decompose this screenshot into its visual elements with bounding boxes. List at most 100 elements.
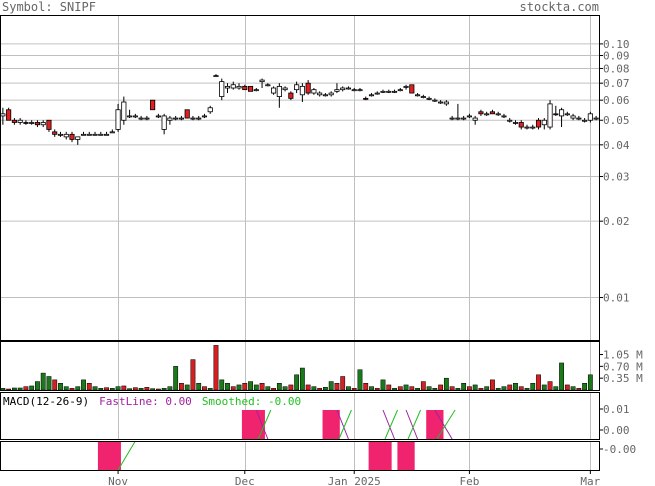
volume-bar xyxy=(29,385,35,391)
price-tick-label: 0.07 xyxy=(603,77,630,90)
candle-body xyxy=(178,117,184,120)
candle-body xyxy=(559,109,565,117)
price-candle xyxy=(443,100,449,106)
candle-body xyxy=(403,85,409,88)
candle-body xyxy=(317,92,323,96)
price-candle xyxy=(472,115,478,125)
candle-body xyxy=(23,122,29,124)
price-candle xyxy=(340,86,346,92)
candle-body xyxy=(484,113,490,116)
candle-body xyxy=(397,89,403,92)
candle-body xyxy=(213,75,219,77)
volume-bar xyxy=(236,384,242,391)
macd2-block xyxy=(368,441,392,470)
price-candle xyxy=(380,89,386,94)
volume-bar xyxy=(294,374,300,391)
volume-bar xyxy=(202,386,207,391)
price-candle xyxy=(386,89,392,94)
volume-bar xyxy=(495,388,501,391)
candle-body xyxy=(288,92,294,99)
volume-bar xyxy=(328,381,334,391)
candle-body xyxy=(340,87,346,91)
x-tick-label: Dec xyxy=(235,475,255,486)
candle-body xyxy=(219,81,225,97)
candle-body xyxy=(472,117,478,121)
volume-bar xyxy=(357,369,363,391)
price-candle xyxy=(92,131,98,136)
candle-body xyxy=(247,85,254,92)
candle-body xyxy=(11,119,17,123)
macd-tick-label: 0.01 xyxy=(603,403,630,416)
volume-bar xyxy=(127,388,133,391)
price-tick-label: 0.09 xyxy=(603,50,630,63)
candle-body xyxy=(92,133,98,136)
candle-body xyxy=(150,99,156,111)
price-candle xyxy=(11,118,17,125)
candle-body xyxy=(86,133,92,136)
candle-body xyxy=(374,92,380,95)
macd-smoothed-line xyxy=(407,409,422,440)
price-tick-label: 0.06 xyxy=(603,94,630,107)
volume-bar xyxy=(392,388,397,391)
macd-indicator-label: MACD(12-26-9) xyxy=(3,395,89,408)
volume-tick-label: 0.70 M xyxy=(603,360,643,373)
price-candle xyxy=(155,113,161,119)
candle-body xyxy=(0,113,6,117)
macd-panel: 0.01 0.00 MACD(12-26-9) FastLine: 0.00 Smoot… xyxy=(3,395,630,440)
price-candle xyxy=(334,83,340,94)
volume-bar xyxy=(58,382,63,391)
candle-body xyxy=(582,119,588,122)
price-candle xyxy=(374,91,380,95)
macd2-smoothed-line xyxy=(117,440,136,471)
volume-bar xyxy=(225,382,230,391)
price-candle xyxy=(305,80,311,95)
price-candle xyxy=(98,131,104,136)
price-candle xyxy=(582,118,588,123)
macd2-block xyxy=(397,441,415,470)
candle-body xyxy=(432,99,438,102)
price-candle xyxy=(501,113,507,119)
price-candle xyxy=(276,83,282,108)
candle-body xyxy=(305,82,311,94)
volume-bar xyxy=(138,388,144,391)
candle-body xyxy=(161,115,167,130)
candle-body xyxy=(466,115,472,118)
price-tick-label: 0.08 xyxy=(603,62,630,75)
price-candle xyxy=(40,120,46,128)
price-candle xyxy=(259,78,265,89)
price-candle xyxy=(138,115,144,121)
price-candle xyxy=(69,131,75,143)
price-tick-label: 0.03 xyxy=(603,171,630,184)
price-candle xyxy=(397,88,403,92)
volume-bar xyxy=(351,388,357,391)
volume-bar xyxy=(524,388,530,391)
volume-bar xyxy=(109,388,115,391)
candle-body xyxy=(455,117,461,120)
candle-body xyxy=(75,136,81,140)
candle-body xyxy=(449,117,455,120)
volume-bar xyxy=(443,377,449,391)
candle-body xyxy=(576,117,582,120)
price-candle xyxy=(368,93,375,97)
volume-bar xyxy=(409,386,415,391)
macd-block xyxy=(322,410,340,439)
price-candle xyxy=(132,113,138,119)
candle-body xyxy=(420,96,426,98)
volume-bar xyxy=(536,374,541,391)
price-candle xyxy=(0,107,6,125)
volume-bar xyxy=(265,386,271,391)
volume-bar xyxy=(155,388,161,391)
candle-body xyxy=(530,126,536,129)
volume-bar xyxy=(380,379,386,391)
panel-frame xyxy=(0,392,600,440)
volume-bar xyxy=(466,386,472,391)
price-candle xyxy=(178,115,184,121)
macd-fastline-label: FastLine: 0.00 xyxy=(99,395,192,408)
price-candle xyxy=(311,88,317,95)
price-candle xyxy=(495,111,501,116)
price-candle xyxy=(345,86,352,90)
macd2-tick-label: -0.00 xyxy=(603,443,636,456)
candle-body xyxy=(52,131,58,135)
volume-bar xyxy=(570,386,576,391)
